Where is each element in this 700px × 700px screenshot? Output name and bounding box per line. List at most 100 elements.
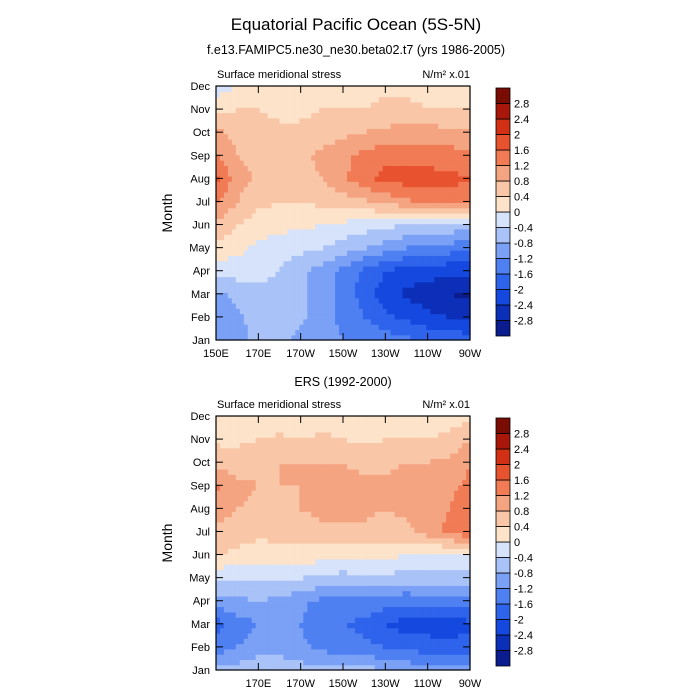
- heatmap-cell: [462, 191, 467, 198]
- heatmap-cell: [311, 334, 316, 341]
- heatmap-cell: [434, 228, 439, 235]
- heatmap-cell: [279, 160, 285, 166]
- heatmap-cell: [418, 627, 423, 634]
- heatmap-cell: [394, 302, 400, 309]
- heatmap-cell: [362, 160, 368, 166]
- heatmap-cell: [438, 611, 443, 618]
- heatmap-cell: [323, 281, 328, 288]
- heatmap-cell: [466, 160, 471, 166]
- heatmap-cell: [343, 144, 348, 151]
- heatmap-cell: [446, 659, 451, 666]
- heatmap-cell: [406, 228, 412, 235]
- heatmap-cell: [295, 548, 300, 555]
- heatmap-cell: [271, 654, 277, 661]
- heatmap-cell: [315, 569, 320, 576]
- heatmap-cell: [438, 207, 443, 214]
- heatmap-cell: [259, 154, 265, 161]
- heatmap-cell: [267, 654, 273, 661]
- heatmap-cell: [366, 664, 372, 671]
- heatmap-cell: [362, 574, 368, 581]
- heatmap-cell: [466, 292, 471, 299]
- heatmap-cell: [450, 606, 455, 613]
- heatmap-cell: [422, 527, 427, 534]
- heatmap-cell: [223, 595, 229, 602]
- heatmap-cell: [343, 91, 348, 98]
- heatmap-cell: [335, 128, 340, 135]
- heatmap-cell: [323, 112, 328, 119]
- heatmap-cell: [243, 112, 249, 119]
- heatmap-cell: [358, 202, 364, 209]
- heatmap-cell: [354, 186, 360, 193]
- heatmap-cell: [343, 202, 348, 209]
- heatmap-cell: [315, 128, 320, 135]
- heatmap-cell: [402, 590, 408, 597]
- heatmap-cell: [267, 297, 273, 304]
- heatmap-cell: [247, 606, 253, 613]
- heatmap-cell: [283, 191, 289, 198]
- heatmap-cell: [394, 202, 400, 209]
- heatmap-cell: [466, 564, 471, 571]
- heatmap-cell: [426, 569, 431, 576]
- heatmap-cell: [430, 181, 435, 188]
- heatmap-cell: [370, 223, 376, 230]
- heatmap-cell: [287, 590, 293, 597]
- heatmap-cell: [454, 207, 459, 214]
- heatmap-cell: [335, 101, 340, 108]
- heatmap-cell: [378, 329, 384, 336]
- heatmap-cell: [331, 239, 336, 246]
- heatmap-cell: [315, 553, 320, 560]
- heatmap-cell: [466, 334, 471, 341]
- heatmap-cell: [267, 112, 273, 119]
- heatmap-cell: [303, 128, 308, 135]
- heatmap-cell: [255, 228, 261, 235]
- heatmap-cell: [442, 564, 447, 571]
- heatmap-cell: [255, 165, 261, 172]
- heatmap-cell: [291, 292, 296, 299]
- heatmap-cell: [227, 564, 233, 571]
- heatmap-cell: [339, 627, 344, 634]
- heatmap-cell: [299, 580, 304, 586]
- heatmap-cell: [406, 281, 412, 288]
- heatmap-cell: [366, 585, 372, 592]
- heatmap-cell: [295, 218, 300, 225]
- heatmap-cell: [267, 128, 273, 135]
- heatmap-cell: [295, 574, 300, 581]
- heatmap-cell: [279, 181, 285, 188]
- heatmap-cell: [283, 276, 289, 283]
- heatmap-cell: [291, 223, 296, 230]
- heatmap-cell: [450, 569, 455, 576]
- heatmap-cell: [243, 107, 249, 114]
- heatmap-cell: [390, 654, 396, 661]
- heatmap-cell: [426, 228, 431, 235]
- heatmap-cell: [243, 154, 249, 161]
- heatmap-cell: [454, 144, 459, 151]
- heatmap-cell: [271, 128, 277, 135]
- heatmap-cell: [422, 558, 427, 565]
- heatmap-cell: [275, 622, 281, 629]
- heatmap-cell: [283, 585, 289, 592]
- heatmap-cell: [319, 250, 324, 256]
- heatmap-cell: [339, 313, 344, 320]
- heatmap-cell: [263, 175, 269, 182]
- heatmap-cell: [251, 160, 257, 166]
- heatmap-cell: [243, 191, 249, 198]
- heatmap-cell: [235, 521, 241, 528]
- heatmap-cell: [410, 160, 416, 166]
- heatmap-cell: [231, 244, 237, 251]
- heatmap-cell: [239, 260, 245, 267]
- heatmap-cell: [319, 664, 324, 671]
- heatmap-cell: [418, 324, 423, 331]
- heatmap-cell: [303, 558, 308, 565]
- heatmap-cell: [354, 595, 360, 602]
- heatmap-cell: [251, 207, 257, 214]
- heatmap-cell: [315, 622, 320, 629]
- heatmap-cell: [366, 627, 372, 634]
- heatmap-cell: [331, 149, 336, 156]
- heatmap-cell: [346, 558, 352, 565]
- heatmap-cell: [216, 617, 221, 623]
- heatmap-cell: [239, 112, 245, 119]
- heatmap-cell: [291, 138, 296, 145]
- heatmap-cell: [458, 138, 463, 145]
- heatmap-cell: [227, 580, 233, 586]
- heatmap-cell: [418, 334, 423, 341]
